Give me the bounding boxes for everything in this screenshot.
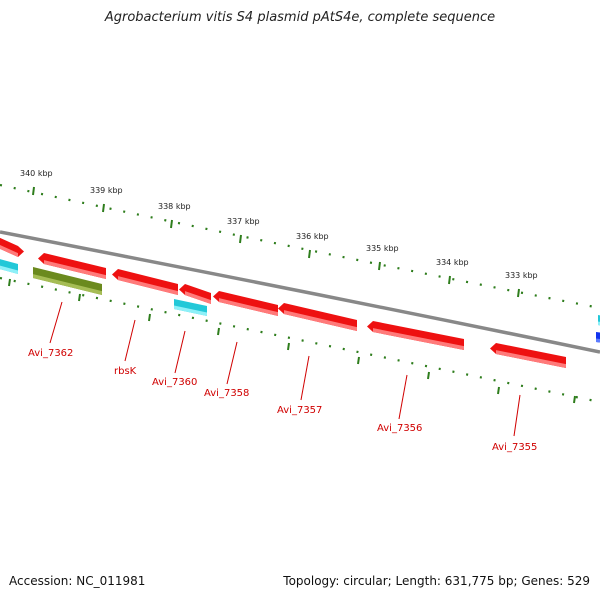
gene-arrow-shading [185,291,211,304]
inner-tick-mark [78,293,81,302]
gene-label[interactable]: Avi_7360 [152,377,197,388]
inner-tick-mark [8,278,11,287]
inner-scale-ring [0,276,600,404]
inner-tick-mark [148,313,151,322]
gene-label[interactable]: Avi_7355 [492,442,537,453]
topology-text: Topology: circular; Length: 631,775 bp; … [283,574,590,588]
gene-arrow-shading [219,298,278,316]
scale-tick-mark [308,249,311,259]
inner-tick-mark [357,356,360,365]
gene-arrow-shading [373,328,464,350]
scale-tick-mark [378,261,381,271]
gene-label[interactable]: Avi_7357 [277,405,322,416]
scale-tick-label: 336 kbp [296,232,329,241]
gene-label-leader [49,301,63,344]
scale-tick-label: 335 kbp [366,244,399,253]
scale-tick-mark [170,219,173,229]
gene-arrow-shading [0,244,18,257]
gene-arrow-shading [33,274,102,295]
scale-ticks: 340 kbp 339 kbp 338 kbp 337 kbp 336 kbp 335 k… [8,169,576,404]
outer-scale-ring [0,183,600,310]
accession-text: Accession: NC_011981 [9,574,146,588]
map-title: Agrobacterium vitis S4 plasmid pAtS4e, c… [104,10,496,25]
gene-label-leader [226,341,238,385]
gene-label-leader [300,355,310,401]
gene-label-leader [174,330,186,374]
inner-tick-mark [497,386,500,395]
gene-arrow-shading [0,265,18,274]
scale-tick-label: 339 kbp [90,186,123,195]
gene-label[interactable]: Avi_7356 [377,423,422,434]
inner-tick-mark [287,342,290,351]
gene-label[interactable]: rbsK [114,366,137,377]
gene-arrow-shading [174,305,207,316]
scale-tick-label: 337 kbp [227,217,260,226]
scale-tick-label: 338 kbp [158,202,191,211]
scale-tick-mark [102,203,105,213]
gene-labels: Avi_7362 rbsK Avi_7360 Avi_7358 Avi_7357 Avi_… [28,301,537,453]
scale-tick-label: 340 kbp [20,169,53,178]
scale-tick-mark [517,288,520,298]
gene-label[interactable]: Avi_7362 [28,348,73,359]
scale-tick-mark [239,234,242,244]
gene-arrow-shading [44,260,106,279]
scale-tick-mark [448,275,451,285]
gene-arrow-red [0,237,24,257]
inner-tick-mark [573,395,576,404]
scale-tick-mark [32,186,35,196]
gene-arrow-shading [496,350,566,368]
gene-label-leader [513,394,521,437]
inner-tick-mark [427,371,430,380]
inner-tick-mark [217,327,220,336]
gene-label-leader [124,319,136,362]
gene-label-leader [398,374,408,420]
scale-tick-label: 334 kbp [436,258,469,267]
plasmid-backbone [0,230,600,354]
scale-tick-label: 333 kbp [505,271,538,280]
gene-arrow-shading [596,338,600,343]
gene-arrow-shading [284,310,357,331]
gene-features [0,237,600,368]
gene-arrow-shading [118,276,178,295]
gene-label[interactable]: Avi_7358 [204,388,249,399]
